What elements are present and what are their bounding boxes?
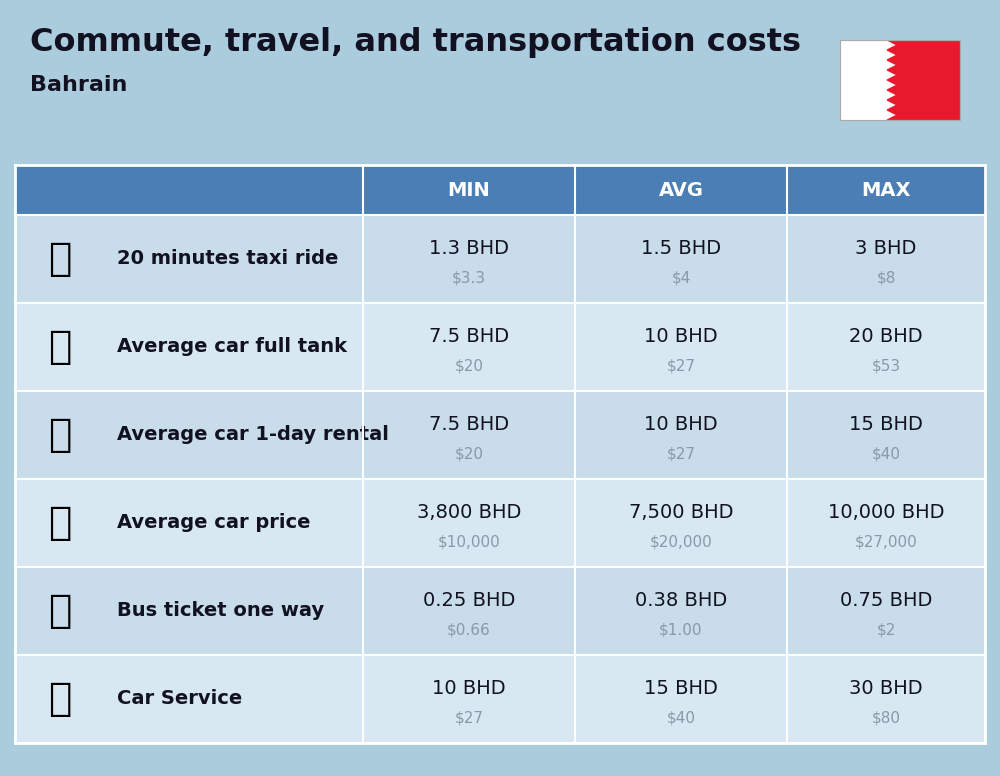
Text: $20,000: $20,000 — [650, 535, 712, 550]
Text: $0.66: $0.66 — [447, 623, 491, 638]
Text: 3 BHD: 3 BHD — [855, 239, 917, 258]
Text: 3,800 BHD: 3,800 BHD — [417, 503, 521, 522]
Bar — [15, 655, 985, 743]
Text: 7,500 BHD: 7,500 BHD — [629, 503, 733, 522]
Text: 🔑: 🔑 — [48, 416, 72, 454]
Bar — [15, 215, 985, 303]
Polygon shape — [886, 50, 896, 60]
Polygon shape — [886, 40, 896, 50]
Text: $8: $8 — [876, 271, 896, 286]
Text: $20: $20 — [454, 447, 484, 462]
Text: $80: $80 — [872, 711, 900, 726]
Text: Commute, travel, and transportation costs: Commute, travel, and transportation cost… — [30, 26, 801, 57]
Text: 15 BHD: 15 BHD — [644, 679, 718, 698]
Text: ⛽: ⛽ — [48, 328, 72, 366]
Text: $4: $4 — [671, 271, 691, 286]
Text: 0.25 BHD: 0.25 BHD — [423, 591, 515, 610]
Text: AVG: AVG — [658, 181, 704, 199]
Bar — [15, 165, 985, 215]
Text: 10 BHD: 10 BHD — [432, 679, 506, 698]
Polygon shape — [886, 110, 896, 120]
Bar — [15, 567, 985, 655]
Text: $1.00: $1.00 — [659, 623, 703, 638]
Text: 10,000 BHD: 10,000 BHD — [828, 503, 944, 522]
Polygon shape — [886, 80, 896, 90]
Text: 7.5 BHD: 7.5 BHD — [429, 327, 509, 346]
Text: 20 BHD: 20 BHD — [849, 327, 923, 346]
Text: Average car price: Average car price — [117, 514, 310, 532]
Polygon shape — [886, 100, 896, 110]
Text: $3.3: $3.3 — [452, 271, 486, 286]
Text: Car Service: Car Service — [117, 690, 242, 708]
Text: $40: $40 — [872, 447, 900, 462]
Text: 0.38 BHD: 0.38 BHD — [635, 591, 727, 610]
Text: 10 BHD: 10 BHD — [644, 327, 718, 346]
Polygon shape — [886, 90, 896, 100]
Text: 1.5 BHD: 1.5 BHD — [641, 239, 721, 258]
Bar — [15, 391, 985, 479]
Bar — [15, 303, 985, 391]
Text: 30 BHD: 30 BHD — [849, 679, 923, 698]
Text: $27: $27 — [666, 359, 696, 374]
Text: $27,000: $27,000 — [855, 535, 917, 550]
Text: Average car full tank: Average car full tank — [117, 338, 347, 356]
Text: 20 minutes taxi ride: 20 minutes taxi ride — [117, 250, 338, 268]
Text: MAX: MAX — [861, 181, 911, 199]
Text: $40: $40 — [666, 711, 696, 726]
Text: $20: $20 — [454, 359, 484, 374]
Text: 🚕: 🚕 — [48, 240, 72, 278]
Text: 🚗: 🚗 — [48, 504, 72, 542]
Bar — [840, 40, 886, 120]
Text: 15 BHD: 15 BHD — [849, 415, 923, 434]
Text: 1.3 BHD: 1.3 BHD — [429, 239, 509, 258]
Text: 10 BHD: 10 BHD — [644, 415, 718, 434]
Text: 7.5 BHD: 7.5 BHD — [429, 415, 509, 434]
Text: Average car 1-day rental: Average car 1-day rental — [117, 425, 389, 445]
Text: Bus ticket one way: Bus ticket one way — [117, 601, 324, 621]
Polygon shape — [886, 70, 896, 80]
Text: Bahrain: Bahrain — [30, 75, 127, 95]
Bar — [15, 479, 985, 567]
Text: MIN: MIN — [448, 181, 490, 199]
Text: $27: $27 — [666, 447, 696, 462]
Text: 0.75 BHD: 0.75 BHD — [840, 591, 932, 610]
Text: $10,000: $10,000 — [438, 535, 500, 550]
Bar — [886, 40, 960, 120]
Text: $2: $2 — [876, 623, 896, 638]
Text: 🚌: 🚌 — [48, 592, 72, 630]
Polygon shape — [886, 60, 896, 70]
Text: $53: $53 — [871, 359, 901, 374]
Bar — [840, 40, 960, 120]
Text: $27: $27 — [454, 711, 484, 726]
Text: 🔧: 🔧 — [48, 680, 72, 718]
